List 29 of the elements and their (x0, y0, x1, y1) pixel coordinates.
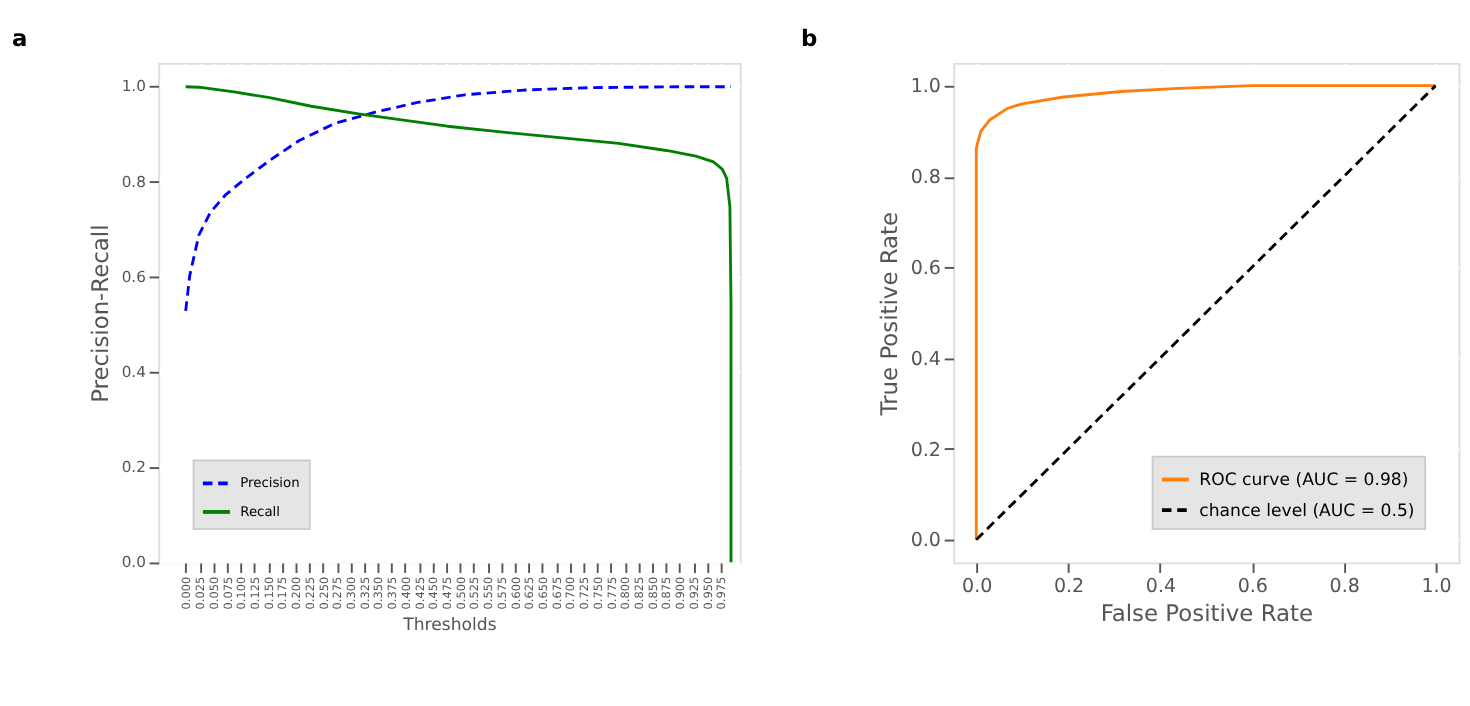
chart-title: b (800, 23, 818, 52)
x-tick-label: 1.0 (1421, 576, 1452, 599)
y-tick-label: 0.2 (910, 439, 941, 462)
y-tick-label: 0.0 (121, 553, 147, 572)
x-tick-label: 0.4 (1145, 576, 1177, 599)
y-tick-label: 1.0 (910, 76, 941, 99)
y-tick-label: 0.2 (121, 458, 147, 477)
legend-label: chance level (AUC = 0.5) (1199, 501, 1415, 522)
y-tick-label: 0.4 (121, 362, 147, 381)
line-series (974, 84, 1438, 542)
x-axis-title: Thresholds (401, 616, 498, 637)
y-axis-title: True Positive Rate (875, 211, 904, 418)
y-tick-label: 0.6 (910, 257, 941, 280)
y-tick-label: 0.6 (121, 267, 147, 286)
legend-label: ROC curve (AUC = 0.98) (1199, 471, 1409, 492)
line-series (184, 85, 733, 563)
line-series (184, 85, 733, 313)
y-tick-label: 1.0 (121, 77, 147, 96)
x-tick-label: 0.0 (962, 576, 993, 599)
x-tick-label: 0.2 (1053, 576, 1085, 599)
x-axis-title: False Positive Rate (1100, 598, 1314, 627)
x-tick-label: 0.8 (1329, 576, 1360, 599)
y-tick-label: 0.8 (121, 172, 147, 191)
y-tick-label: 0.8 (910, 167, 941, 190)
y-axis-title: Precision-Recall (86, 224, 115, 403)
x-tick-label: 0.6 (1237, 576, 1268, 599)
y-tick-label: 0.4 (910, 348, 941, 371)
chart-title: a (11, 23, 28, 52)
y-tick-label: 0.0 (910, 530, 941, 553)
